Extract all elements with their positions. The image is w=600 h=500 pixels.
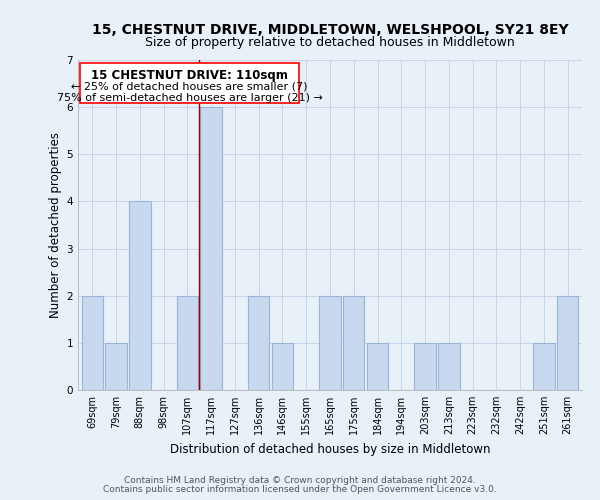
Text: 15, CHESTNUT DRIVE, MIDDLETOWN, WELSHPOOL, SY21 8EY: 15, CHESTNUT DRIVE, MIDDLETOWN, WELSHPOO… xyxy=(92,22,568,36)
Bar xyxy=(82,296,103,390)
FancyBboxPatch shape xyxy=(80,64,299,104)
Y-axis label: Number of detached properties: Number of detached properties xyxy=(49,132,62,318)
Text: Contains HM Land Registry data © Crown copyright and database right 2024.: Contains HM Land Registry data © Crown c… xyxy=(124,476,476,485)
Bar xyxy=(319,296,341,390)
Bar xyxy=(248,296,269,390)
Bar xyxy=(200,107,222,390)
Bar xyxy=(438,343,460,390)
Bar xyxy=(367,343,388,390)
Bar xyxy=(343,296,364,390)
Text: Size of property relative to detached houses in Middletown: Size of property relative to detached ho… xyxy=(145,36,515,49)
Bar xyxy=(415,343,436,390)
Bar xyxy=(272,343,293,390)
Bar xyxy=(533,343,554,390)
Text: ← 25% of detached houses are smaller (7): ← 25% of detached houses are smaller (7) xyxy=(71,82,308,92)
Bar xyxy=(557,296,578,390)
Text: 75% of semi-detached houses are larger (21) →: 75% of semi-detached houses are larger (… xyxy=(57,94,323,104)
Text: 15 CHESTNUT DRIVE: 110sqm: 15 CHESTNUT DRIVE: 110sqm xyxy=(91,69,288,82)
Bar xyxy=(129,202,151,390)
Bar xyxy=(106,343,127,390)
Text: Contains public sector information licensed under the Open Government Licence v3: Contains public sector information licen… xyxy=(103,485,497,494)
Bar xyxy=(176,296,198,390)
X-axis label: Distribution of detached houses by size in Middletown: Distribution of detached houses by size … xyxy=(170,442,490,456)
